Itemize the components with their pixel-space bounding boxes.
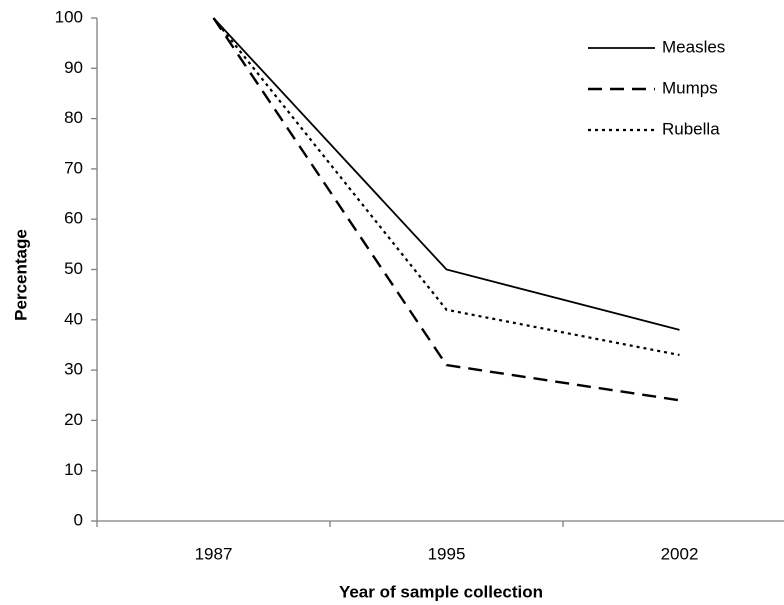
- x-axis-label: Year of sample collection: [339, 582, 543, 601]
- y-tick-label: 90: [64, 58, 83, 77]
- y-tick-label: 100: [55, 7, 83, 26]
- x-tick-label: 1987: [195, 544, 233, 563]
- y-tick-label: 40: [64, 309, 83, 328]
- series-line: [212, 17, 680, 331]
- series-line: [212, 17, 680, 402]
- x-tick-label: 1995: [428, 544, 466, 563]
- x-tick-label: 2002: [661, 544, 699, 563]
- legend-label: Measles: [662, 37, 725, 56]
- y-tick-label: 60: [64, 209, 83, 228]
- legend-label: Rubella: [662, 119, 720, 138]
- y-tick-label: 50: [64, 259, 83, 278]
- y-axis-label: Percentage: [11, 229, 30, 321]
- y-tick-label: 80: [64, 108, 83, 127]
- y-tick-label: 0: [74, 510, 83, 529]
- y-tick-label: 10: [64, 460, 83, 479]
- y-tick-label: 70: [64, 158, 83, 177]
- legend-label: Mumps: [662, 78, 718, 97]
- series-line: [212, 17, 680, 357]
- y-tick-label: 20: [64, 410, 83, 429]
- y-tick-label: 30: [64, 360, 83, 379]
